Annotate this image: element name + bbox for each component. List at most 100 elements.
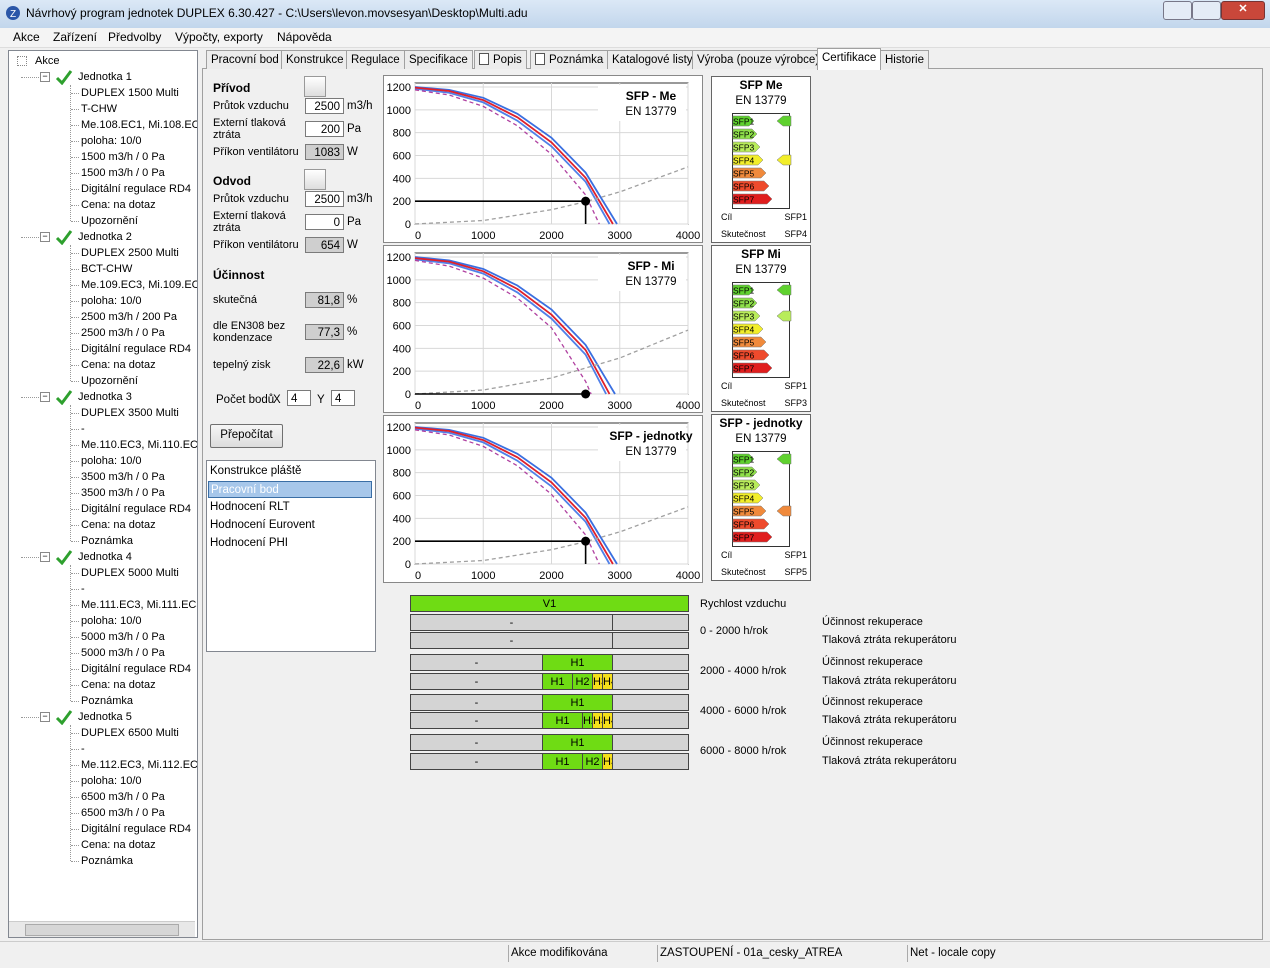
- field-value[interactable]: 0: [305, 214, 344, 230]
- tree-item[interactable]: DUPLEX 5000 Multi: [81, 567, 179, 579]
- tab[interactable]: Pracovní bod: [206, 50, 284, 69]
- tree-line: [71, 605, 79, 606]
- field-label: skutečná: [213, 294, 258, 306]
- tree-item[interactable]: -: [81, 583, 85, 595]
- tab[interactable]: Certifikace: [817, 48, 882, 70]
- list-item[interactable]: Konstrukce pláště: [210, 465, 302, 477]
- tree-item[interactable]: DUPLEX 3500 Multi: [81, 407, 179, 419]
- tree-item[interactable]: Me.108.EC1, Mi.108.EC1: [81, 119, 198, 131]
- tree-item[interactable]: 2500 m3/h / 0 Pa: [81, 327, 165, 339]
- menu-item[interactable]: Zařízení: [53, 30, 98, 44]
- tree-item[interactable]: -: [81, 743, 85, 755]
- y-tick-label: 400: [393, 513, 411, 525]
- tree-item[interactable]: 6500 m3/h / 0 Pa: [81, 791, 165, 803]
- menu-item[interactable]: Nápověda: [277, 30, 332, 44]
- tree-item[interactable]: Upozornění: [81, 215, 138, 227]
- tree-item[interactable]: poloha: 10/0: [81, 135, 142, 147]
- close-button[interactable]: ✕: [1221, 1, 1265, 20]
- tab[interactable]: Katalogové listy: [607, 50, 698, 69]
- tree-item[interactable]: Poznámka: [81, 535, 133, 547]
- list-item[interactable]: Pracovní bod: [208, 481, 372, 498]
- operating-point: [581, 536, 591, 546]
- tree-item[interactable]: Me.109.EC3, Mi.109.EC3: [81, 279, 198, 291]
- tree-item[interactable]: Poznámka: [81, 855, 133, 867]
- tree-unit[interactable]: Jednotka 3: [78, 391, 132, 403]
- tree-item[interactable]: Cena: na dotaz: [81, 359, 156, 371]
- field-value[interactable]: 2500: [305, 191, 344, 207]
- section-title: Odvod: [213, 174, 251, 188]
- tree-item[interactable]: DUPLEX 2500 Multi: [81, 247, 179, 259]
- tree-item[interactable]: Me.110.EC3, Mi.110.EC3: [81, 439, 198, 451]
- curve: [414, 427, 611, 565]
- tree-item[interactable]: T-CHW: [81, 103, 118, 115]
- tree-item[interactable]: poloha: 10/0: [81, 615, 142, 627]
- tree-item[interactable]: poloha: 10/0: [81, 455, 142, 467]
- tree-item[interactable]: Me.111.EC3, Mi.111.EC3: [81, 599, 198, 611]
- tree-item[interactable]: Me.112.EC3, Mi.112.EC3: [81, 759, 198, 771]
- recalculate-button[interactable]: Přepočítat: [210, 424, 283, 448]
- tree-item[interactable]: Upozornění: [81, 375, 138, 387]
- list-item[interactable]: Hodnocení PHI: [210, 537, 288, 549]
- field-value[interactable]: 200: [305, 121, 344, 137]
- menu-item[interactable]: Výpočty, exporty: [175, 30, 263, 44]
- tab[interactable]: Historie: [880, 50, 929, 69]
- curve: [414, 426, 618, 565]
- tree-item[interactable]: Poznámka: [81, 695, 133, 707]
- tree-line: [71, 445, 79, 446]
- menu-item[interactable]: Akce: [13, 30, 40, 44]
- points-x-input[interactable]: 4: [287, 390, 311, 406]
- tab[interactable]: Specifikace: [404, 50, 473, 69]
- field-value[interactable]: 2500: [305, 98, 344, 114]
- tree-item[interactable]: 1500 m3/h / 0 Pa: [81, 151, 165, 163]
- tree-item[interactable]: Digitální regulace RD4: [81, 823, 192, 835]
- tree-item[interactable]: DUPLEX 1500 Multi: [81, 87, 179, 99]
- menu-item[interactable]: Předvolby: [108, 30, 162, 44]
- tree-item[interactable]: 2500 m3/h / 200 Pa: [81, 311, 178, 323]
- tab-label: Regulace: [351, 54, 400, 66]
- tree-item[interactable]: Cena: na dotaz: [81, 679, 156, 691]
- tree-item[interactable]: Cena: na dotaz: [81, 199, 156, 211]
- points-y-input[interactable]: 4: [331, 390, 355, 406]
- list-item[interactable]: Hodnocení Eurovent: [210, 519, 315, 531]
- tree-item[interactable]: Digitální regulace RD4: [81, 183, 192, 195]
- class-label: SFP3: [733, 312, 755, 322]
- tree-item[interactable]: DUPLEX 6500 Multi: [81, 727, 179, 739]
- tree-item[interactable]: poloha: 10/0: [81, 775, 142, 787]
- target-marker: [776, 284, 792, 296]
- toggle-button[interactable]: [304, 76, 326, 97]
- chart-subtitle: EN 13779: [625, 446, 676, 458]
- tree-unit[interactable]: Jednotka 2: [78, 231, 132, 243]
- tree-item[interactable]: 5000 m3/h / 0 Pa: [81, 647, 165, 659]
- scroll-thumb[interactable]: [25, 924, 179, 936]
- tree-unit[interactable]: Jednotka 4: [78, 551, 132, 563]
- tree-item[interactable]: Digitální regulace RD4: [81, 663, 192, 675]
- box-title: SFP - jednotky: [719, 416, 802, 430]
- list-item[interactable]: Hodnocení RLT: [210, 501, 290, 513]
- tree-item[interactable]: Cena: na dotaz: [81, 519, 156, 531]
- toggle-button[interactable]: [304, 169, 326, 190]
- tree-unit[interactable]: Jednotka 1: [78, 71, 132, 83]
- field-unit: Pa: [347, 123, 362, 135]
- tab[interactable]: Výroba (pouze výrobce): [692, 50, 825, 69]
- tree-item[interactable]: poloha: 10/0: [81, 295, 142, 307]
- tree-item[interactable]: 6500 m3/h / 0 Pa: [81, 807, 165, 819]
- tree-item[interactable]: Digitální regulace RD4: [81, 503, 192, 515]
- tree-item[interactable]: Digitální regulace RD4: [81, 343, 192, 355]
- tree-item[interactable]: 3500 m3/h / 0 Pa: [81, 471, 165, 483]
- maximize-button[interactable]: [1192, 1, 1221, 20]
- tab[interactable]: Poznámka: [530, 50, 609, 69]
- tab[interactable]: Popis: [474, 50, 527, 69]
- tree-item[interactable]: Cena: na dotaz: [81, 839, 156, 851]
- tree-item[interactable]: BCT-CHW: [81, 263, 133, 275]
- minimize-button[interactable]: [1163, 1, 1192, 20]
- tree-item[interactable]: 3500 m3/h / 0 Pa: [81, 487, 165, 499]
- class-arrow: [732, 492, 764, 504]
- tree-item[interactable]: 5000 m3/h / 0 Pa: [81, 631, 165, 643]
- tab[interactable]: Konstrukce: [281, 50, 349, 69]
- tree-item[interactable]: -: [81, 423, 85, 435]
- tab[interactable]: Regulace: [346, 50, 405, 69]
- tree-root[interactable]: Akce: [35, 55, 60, 67]
- tree-unit[interactable]: Jednotka 5: [78, 711, 132, 723]
- tree-scrollbar[interactable]: [9, 921, 195, 937]
- tree-item[interactable]: 1500 m3/h / 0 Pa: [81, 167, 165, 179]
